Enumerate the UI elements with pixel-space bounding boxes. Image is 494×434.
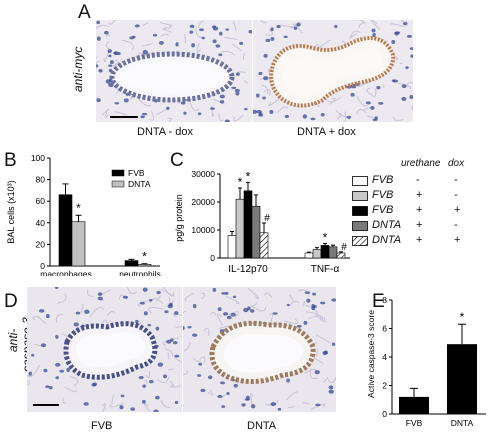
bar-dnta bbox=[447, 344, 477, 414]
legend-c-strain: FVB bbox=[372, 204, 394, 216]
chart-b-ytick: 40 bbox=[36, 218, 46, 228]
chart-e-ytick: 6 bbox=[382, 324, 387, 334]
chart-e-significance: * bbox=[460, 310, 465, 324]
bar-TNF-α-series-0 bbox=[304, 252, 314, 259]
caption-dnta: DNTA bbox=[247, 420, 277, 432]
legend-c-dox: + bbox=[454, 234, 461, 246]
panel-c-letter: C bbox=[170, 150, 184, 171]
chart-c-significance: * bbox=[238, 175, 243, 189]
chart-c-significance: # bbox=[264, 213, 270, 224]
chart-e-ytick: 2 bbox=[382, 381, 387, 391]
chart-b-legend-swatch bbox=[111, 169, 125, 177]
legend-c-dox: - bbox=[454, 174, 458, 186]
legend-c-row: FVB + + bbox=[352, 204, 492, 218]
bar-IL-12p70-series-1 bbox=[235, 198, 245, 259]
legend-c-urethane: + bbox=[416, 219, 423, 231]
bar-dnta-macrophages bbox=[71, 221, 86, 267]
legend-c-swatch bbox=[352, 191, 368, 201]
legend-c-dox: - bbox=[454, 219, 458, 231]
chart-c-significance: * bbox=[323, 230, 328, 244]
chart-c-significance: * bbox=[246, 169, 251, 183]
chart-c-xtick: IL-12p70 bbox=[228, 264, 268, 275]
micrograph-dnta-plus-dox bbox=[253, 20, 413, 122]
bar-IL-12p70-series-0 bbox=[227, 235, 237, 259]
legend-c-strain: FVB bbox=[372, 189, 394, 201]
bar-TNF-α-series-3 bbox=[328, 246, 338, 259]
bar-TNF-α-series-1 bbox=[312, 249, 322, 259]
legend-header-urethane: urethane bbox=[401, 158, 441, 169]
bar-fvb-macrophages bbox=[58, 194, 73, 267]
chart-b-significance: * bbox=[142, 250, 147, 264]
chart-b-significance: * bbox=[76, 201, 81, 215]
legend-c-strain: DNTA bbox=[372, 234, 402, 246]
legend-c-row: DNTA + + bbox=[352, 234, 492, 248]
chart-e-xtick: FVB bbox=[406, 418, 423, 428]
caption-fvb: FVB bbox=[91, 420, 113, 432]
panel-b-letter: B bbox=[4, 150, 17, 171]
panel-a-letter: A bbox=[78, 2, 91, 23]
legend-c-urethane: + bbox=[416, 234, 423, 246]
chart-b-ytick: 100 bbox=[31, 153, 45, 163]
chart-c-ytick: 20000 bbox=[191, 197, 215, 207]
legend-c-row: DNTA + - bbox=[352, 219, 492, 233]
chart-c-ytick: 30000 bbox=[191, 169, 215, 179]
legend-c: urethane dox FVB - - FVB + - FVB + + DNTA + - DNTA + + bbox=[352, 158, 492, 254]
chart-e-ylabel: Active caspase-3 score bbox=[368, 310, 376, 398]
panel-d-letter: D bbox=[4, 291, 18, 312]
legend-header-dox: dox bbox=[448, 158, 465, 169]
bar-TNF-α-series-4 bbox=[336, 252, 346, 259]
chart-c-xtick: TNF-α bbox=[311, 264, 340, 275]
chart-bal-cells: 0 20 40 60 80 100 BAL cells (x10³) macrophages *… bbox=[6, 153, 161, 276]
legend-c-row: FVB + - bbox=[352, 189, 492, 203]
caption-dnta-plus-dox: DNTA + dox bbox=[297, 126, 356, 138]
legend-c-dox: - bbox=[454, 189, 458, 201]
legend-c-row: FVB - - bbox=[352, 174, 492, 188]
bar-fvb bbox=[399, 396, 429, 414]
legend-c-strain: DNTA bbox=[372, 219, 402, 231]
legend-c-dox: + bbox=[454, 204, 461, 216]
chart-b-legend-label: DNTA bbox=[128, 179, 151, 189]
legend-c-swatch bbox=[352, 221, 368, 231]
bar-TNF-α-series-2 bbox=[320, 245, 330, 259]
chart-b-xtick: macrophages bbox=[40, 269, 92, 276]
chart-b-ytick: 80 bbox=[36, 175, 46, 185]
legend-c-swatch bbox=[352, 176, 368, 186]
chart-e-xtick: DNTA bbox=[451, 418, 474, 428]
chart-b-ytick: 20 bbox=[36, 239, 46, 249]
chart-c-ytick: 10000 bbox=[191, 225, 215, 235]
panel-e-letter: E bbox=[372, 291, 385, 312]
legend-c-urethane: - bbox=[416, 174, 420, 186]
chart-b-legend-label: FVB bbox=[128, 168, 145, 178]
panel-d-side-label-1: anti- bbox=[6, 328, 20, 352]
bar-IL-12p70-series-3 bbox=[251, 205, 261, 259]
panel-a-side-label: anti-myc bbox=[71, 46, 85, 92]
chart-c-ytick: 0 bbox=[210, 253, 215, 263]
chart-b-xtick: neutrophils bbox=[119, 269, 161, 276]
chart-b-ylabel: BAL cells (x10³) bbox=[6, 180, 16, 243]
bar-fvb-neutrophils bbox=[124, 260, 139, 267]
bar-IL-12p70-series-2 bbox=[243, 190, 253, 259]
micrograph-dnta-minus-dox bbox=[96, 20, 252, 122]
chart-c-ylabel: pg/g protein bbox=[174, 194, 184, 242]
chart-c-significance: # bbox=[341, 242, 347, 253]
chart-e-ytick: 0 bbox=[382, 409, 387, 419]
chart-e-ytick: 4 bbox=[382, 352, 387, 362]
chart-caspase-score: 0 2 4 6 8 Active caspase-3 score FVB DNTA * bbox=[368, 295, 486, 428]
bar-IL-12p70-series-4 bbox=[259, 232, 269, 259]
micrograph-fvb-caspase bbox=[27, 287, 182, 412]
legend-c-urethane: + bbox=[416, 204, 423, 216]
chart-b-legend-swatch bbox=[111, 180, 125, 188]
chart-cytokines: 0 10000 20000 30000 pg/g protein IL-12p70 TNF-… bbox=[174, 169, 350, 275]
chart-e-ytick: 8 bbox=[382, 295, 387, 305]
caption-dnta-minus-dox: DNTA - dox bbox=[137, 126, 194, 138]
legend-c-swatch bbox=[352, 236, 368, 246]
bar-dnta-neutrophils bbox=[137, 264, 152, 267]
chart-b-ytick: 0 bbox=[40, 261, 45, 271]
legend-c-swatch bbox=[352, 206, 368, 216]
micrograph-dnta-caspase bbox=[183, 287, 336, 412]
legend-c-urethane: + bbox=[416, 189, 423, 201]
legend-c-strain: FVB bbox=[372, 174, 394, 186]
chart-b-ytick: 60 bbox=[36, 196, 46, 206]
